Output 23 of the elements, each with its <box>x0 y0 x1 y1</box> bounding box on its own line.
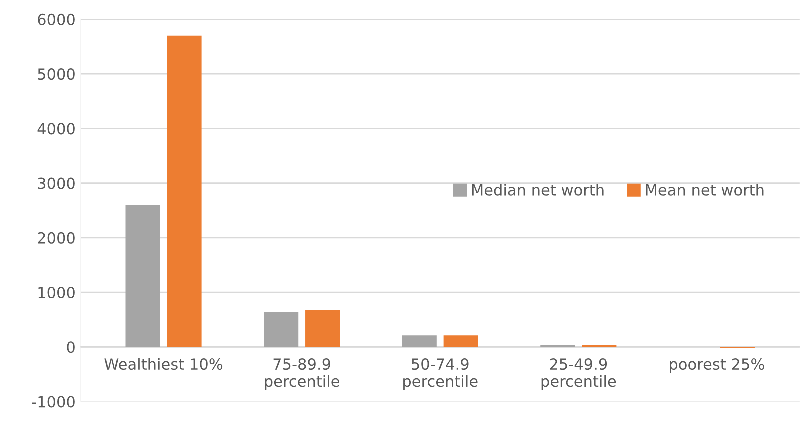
y-tick-label: -1000 <box>32 396 75 408</box>
y-tick-label: 2000 <box>38 232 75 244</box>
x-tick-label: 25-49.9 percentile <box>542 358 616 390</box>
y-tick-label: 3000 <box>38 178 75 190</box>
x-tick-label: 50-74.9 percentile <box>404 358 478 390</box>
y-tick-label: 1000 <box>38 286 75 299</box>
bar <box>126 205 160 348</box>
bar <box>306 310 340 348</box>
x-tick-label: poorest 25% <box>670 358 764 374</box>
bar <box>167 36 202 348</box>
bar <box>582 344 617 348</box>
x-tick-label: 75-89.9 percentile <box>265 358 340 390</box>
bar <box>264 312 299 348</box>
y-tick-label: 6000 <box>38 14 75 26</box>
bar <box>540 344 576 348</box>
bar <box>444 336 478 348</box>
bar <box>402 336 437 348</box>
legend-label: Median net worth <box>472 184 604 196</box>
legend-label: Mean net worth <box>646 184 764 196</box>
y-tick-label: 0 <box>67 342 75 354</box>
y-tick-label: 5000 <box>38 68 75 80</box>
y-tick-label: 4000 <box>38 123 75 135</box>
x-tick-label: Wealthiest 10% <box>104 358 223 370</box>
